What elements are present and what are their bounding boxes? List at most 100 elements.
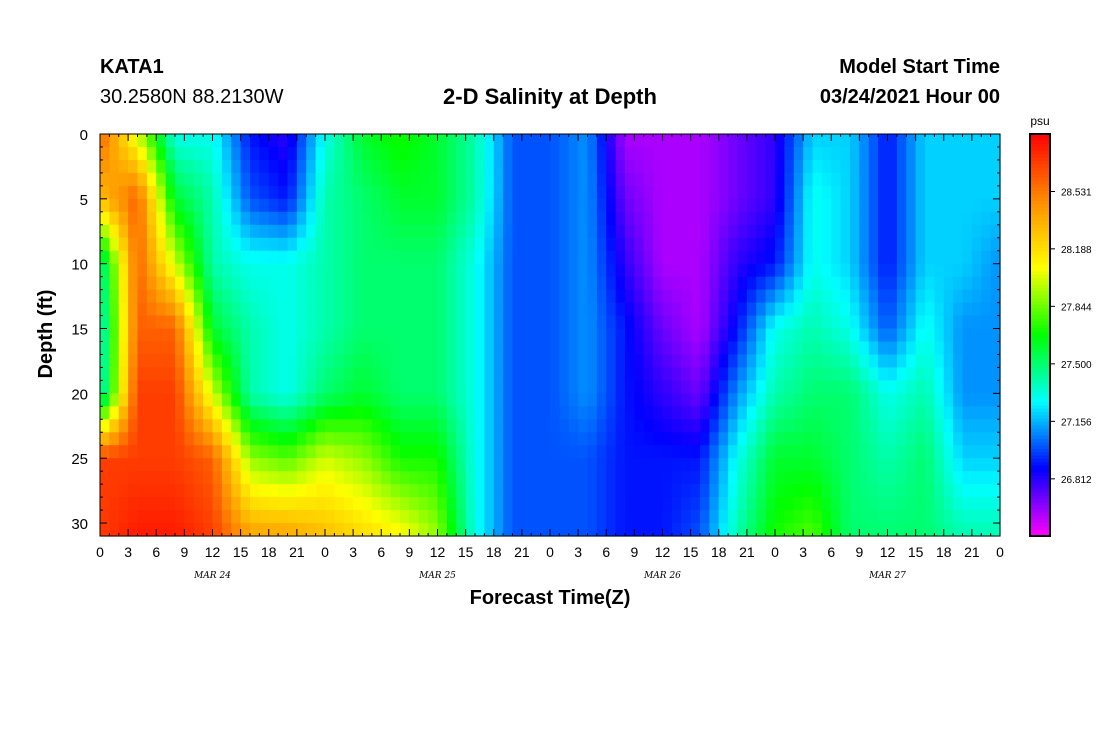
x-tick-label: 12 [205, 544, 221, 560]
heatmap-cell [831, 510, 842, 524]
heatmap-cell [803, 172, 814, 187]
heatmap-cell [325, 341, 335, 356]
heatmap-cell [821, 328, 832, 343]
heatmap-cell [878, 211, 889, 226]
heatmap-cell [259, 198, 270, 213]
heatmap-cell [568, 484, 579, 498]
heatmap-cell [765, 211, 776, 226]
heatmap-cell [231, 419, 242, 433]
heatmap-cell [362, 458, 373, 472]
heatmap-cell [231, 523, 242, 537]
heatmap-cell [146, 354, 157, 369]
heatmap-cell [493, 211, 504, 226]
colorbar-swatch [1030, 495, 1050, 500]
heatmap-cell [128, 497, 139, 511]
heatmap-cell [146, 172, 157, 187]
heatmap-cell [334, 484, 345, 498]
heatmap-cell [531, 406, 542, 420]
heatmap-cell [446, 211, 457, 226]
heatmap-cell [503, 237, 514, 252]
heatmap-cell [137, 263, 148, 278]
heatmap-cell [915, 276, 926, 291]
heatmap-cell [353, 276, 364, 291]
heatmap-cell [296, 471, 307, 485]
x-tick-label: 9 [855, 544, 863, 560]
heatmap-cell [456, 419, 467, 433]
heatmap-cell [493, 367, 504, 381]
heatmap-cell [700, 302, 710, 317]
heatmap-cell [343, 367, 354, 381]
heatmap-cell [831, 406, 842, 420]
heatmap-cell [184, 289, 195, 304]
heatmap-cell [568, 237, 579, 252]
heatmap-cell [653, 484, 664, 498]
heatmap-cell [840, 471, 851, 485]
heatmap-cell [484, 198, 495, 213]
heatmap-cell [465, 458, 476, 472]
heatmap-cell [690, 432, 701, 446]
colorbar-swatch [1030, 532, 1050, 537]
heatmap-cell [625, 380, 635, 394]
x-tick-label: 18 [711, 544, 727, 560]
heatmap-cell [540, 211, 551, 226]
heatmap-cell [325, 328, 335, 343]
heatmap-cell [456, 237, 467, 252]
heatmap-cell [690, 445, 701, 459]
heatmap-cell [203, 172, 214, 187]
heatmap-cell [250, 497, 260, 511]
heatmap-cell [728, 523, 739, 537]
heatmap-cell [643, 250, 654, 265]
heatmap-cell [175, 198, 185, 213]
heatmap-cell [175, 471, 185, 485]
heatmap-cell [850, 341, 860, 356]
heatmap-cell [146, 159, 157, 174]
heatmap-cell [812, 406, 823, 420]
heatmap-cell [521, 134, 532, 148]
heatmap-cell [325, 471, 335, 485]
heatmap-cell [634, 354, 645, 369]
heatmap-cell [231, 224, 242, 239]
heatmap-cell [690, 315, 701, 330]
model-start-value: 03/24/2021 Hour 00 [819, 86, 1000, 108]
heatmap-cell [793, 211, 804, 226]
heatmap-cell [728, 510, 739, 524]
heatmap-cell [943, 250, 954, 265]
heatmap-cell [887, 458, 898, 472]
heatmap-cell [240, 302, 251, 317]
colorbar-swatch [1030, 211, 1050, 215]
heatmap-cell [634, 237, 645, 252]
heatmap-cell [587, 315, 598, 330]
colorbar-swatch [1030, 499, 1050, 504]
heatmap-cell [512, 419, 523, 433]
heatmap-cell [981, 393, 992, 407]
heatmap-cell [746, 198, 757, 213]
heatmap-cell [128, 237, 139, 252]
heatmap-cell [943, 211, 954, 226]
heatmap-cell [437, 237, 448, 252]
heatmap-cell [550, 250, 560, 265]
heatmap-cell [775, 211, 785, 226]
heatmap-cell [184, 406, 195, 420]
heatmap-cell [943, 458, 954, 472]
heatmap-cell [990, 341, 1001, 356]
heatmap-cell [625, 302, 635, 317]
heatmap-cell [446, 237, 457, 252]
heatmap-cell [596, 341, 607, 356]
heatmap-cell [165, 458, 176, 472]
heatmap-cell [221, 419, 232, 433]
heatmap-cell [296, 276, 307, 291]
heatmap-cell [137, 432, 148, 446]
heatmap-cell [793, 471, 804, 485]
heatmap-cell [775, 510, 785, 524]
colorbar-swatch [1030, 398, 1050, 403]
heatmap-cell [793, 263, 804, 278]
heatmap-cell [165, 302, 176, 317]
heatmap-cell [128, 315, 139, 330]
heatmap-cell [934, 406, 945, 420]
heatmap-cell [343, 172, 354, 187]
heatmap-cell [428, 159, 439, 174]
heatmap-cell [390, 380, 401, 394]
heatmap-cell [353, 134, 364, 148]
heatmap-cell [690, 523, 701, 537]
heatmap-cell [512, 328, 523, 343]
